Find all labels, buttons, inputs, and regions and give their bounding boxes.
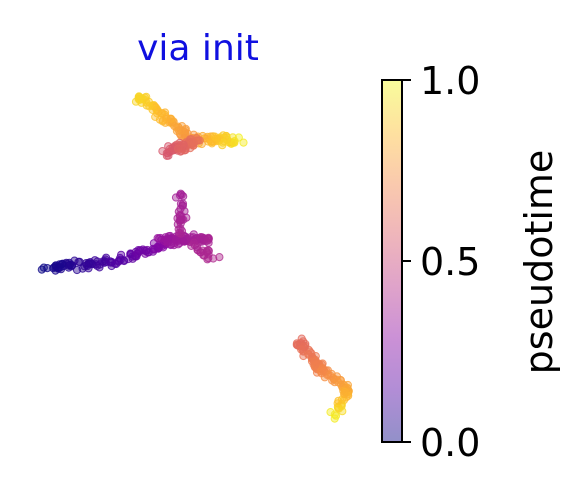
scatter-point-middle	[205, 237, 212, 244]
scatter-point-middle	[58, 261, 65, 268]
scatter-point-lower	[335, 397, 342, 404]
scatter-point-upper	[175, 145, 182, 152]
scatter-point-middle	[197, 234, 204, 241]
scatter-point-upper	[193, 137, 200, 144]
colorbar-gradient	[382, 80, 402, 442]
scatter-point-middle	[151, 246, 158, 253]
scatter-point-lower	[341, 390, 348, 397]
scatter-point-middle	[142, 247, 149, 254]
scatter-point-upper	[224, 136, 231, 143]
scatter-point-upper	[211, 133, 218, 140]
scatter-point-middle	[154, 235, 161, 242]
scatter-point-upper	[240, 139, 247, 146]
scatter-point-lower	[318, 370, 325, 377]
colorbar-label: pseudotime	[517, 150, 561, 375]
scatter-point-upper	[145, 98, 152, 105]
scatter-point-upper	[231, 139, 238, 146]
scatter-point-middle	[191, 242, 198, 249]
scatter-point-upper	[163, 116, 170, 123]
colorbar-tick-label: 0.0	[420, 421, 480, 465]
scatter-point-lower	[335, 405, 342, 412]
scatter-point-middle	[38, 266, 45, 273]
scatter-point-middle	[65, 262, 72, 269]
colorbar: 0.0 0.5 1.0 pseudotime	[382, 59, 561, 465]
scatter-point-middle	[176, 192, 183, 199]
scatter-point-upper	[182, 127, 189, 134]
scatter-point-middle	[75, 258, 82, 265]
scatter-point-lower	[333, 373, 340, 380]
colorbar-tick-label: 1.0	[420, 59, 480, 103]
colorbar-tick-label: 0.5	[420, 240, 480, 284]
scatter-point-lower	[308, 350, 315, 357]
scatter-point-middle	[165, 233, 172, 240]
scatter-point-lower	[312, 358, 319, 365]
scatter-point-middle	[197, 249, 204, 256]
scatter-point-middle	[175, 226, 182, 233]
scatter-point-middle	[216, 254, 223, 261]
scatter-point-middle	[179, 202, 186, 209]
scatter-point-upper	[135, 93, 142, 100]
scatter-point-middle	[96, 261, 103, 268]
scatter-point-middle	[88, 260, 95, 267]
scatter-point-lower	[331, 415, 338, 422]
scatter-point-middle	[121, 257, 128, 264]
chart-title: via init	[137, 28, 259, 69]
scatter-point-upper	[173, 127, 180, 134]
scatter-plot	[38, 93, 352, 422]
scatter-point-middle	[183, 214, 190, 221]
scatter-point-lower	[298, 346, 305, 353]
scatter-point-middle	[204, 249, 211, 256]
